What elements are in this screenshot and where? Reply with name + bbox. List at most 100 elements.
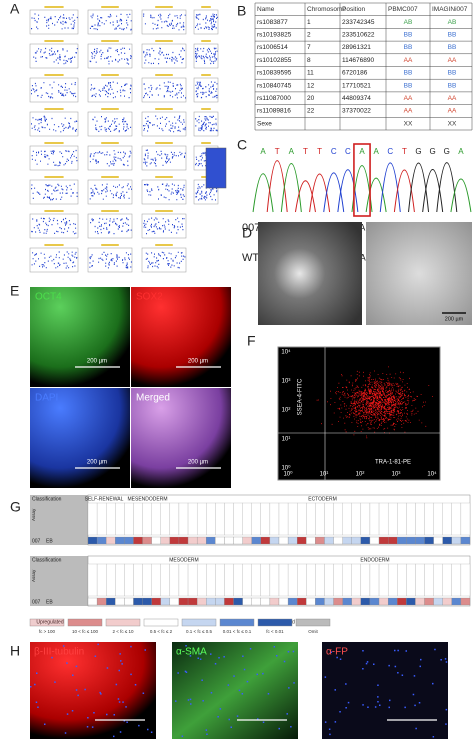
plot-title — [101, 176, 119, 178]
plot-frame — [87, 145, 133, 171]
heatmap-header — [30, 495, 88, 545]
table-cell: BB — [404, 82, 413, 89]
heatmap-cell — [451, 597, 462, 606]
header-label: Assay — [31, 508, 36, 521]
gene-column — [133, 502, 143, 536]
table-cell: 233510622 — [342, 31, 375, 38]
gene-column — [415, 563, 425, 597]
heatmap-cell — [124, 597, 134, 606]
panel-label: E — [10, 283, 19, 299]
trace-peak — [294, 180, 316, 213]
base-call: T — [303, 147, 308, 156]
heatmap-cell — [260, 536, 271, 545]
gene-column — [224, 563, 234, 597]
trace-peak — [379, 162, 401, 213]
gene-column — [442, 563, 452, 597]
table-cell: BB — [404, 31, 413, 38]
heatmap-cell — [115, 536, 125, 545]
plot-title — [44, 108, 64, 110]
gene-column — [242, 502, 252, 536]
plot-dots — [195, 81, 218, 99]
heatmap-cell — [415, 597, 425, 606]
stain-label: α-SMA — [176, 647, 207, 658]
scale-label: 200 µm — [87, 359, 107, 365]
trace-peak — [266, 160, 288, 213]
gene-column — [360, 563, 371, 597]
plot-dots — [33, 47, 78, 65]
x-tick-label: 10¹ — [320, 472, 329, 478]
heatmap-cell — [387, 597, 398, 606]
gene-column — [278, 563, 289, 597]
heatmap-cell — [142, 536, 152, 545]
table-cell: BB — [404, 44, 413, 51]
table-cell: XX — [404, 120, 413, 127]
plot-dots — [143, 149, 186, 167]
gene-column — [96, 502, 107, 536]
plot-title — [44, 74, 64, 76]
plot-title — [155, 108, 173, 110]
table-cell: AA — [404, 95, 413, 102]
heatmap-cell — [333, 536, 343, 545]
gene-column — [133, 563, 143, 597]
gene-column — [460, 563, 471, 597]
gene-column — [160, 563, 171, 597]
legend-label: 0.01 < fc ≤ 0.1 — [223, 629, 252, 634]
plot-dots — [195, 115, 218, 132]
heatmap-cell — [351, 536, 362, 545]
table-cell: BB — [448, 44, 457, 51]
heatmap-cell — [342, 536, 352, 545]
trace-peak — [450, 178, 472, 213]
table-cell: AB — [404, 19, 413, 26]
trace-peak — [337, 169, 359, 213]
gene-column — [369, 502, 380, 536]
gene-column — [215, 563, 225, 597]
panel-label: B — [237, 3, 246, 19]
heatmap-cell — [233, 597, 243, 606]
legend-label: Omit — [308, 629, 318, 634]
heatmap-cell — [187, 536, 198, 545]
heatmap-cell — [106, 536, 116, 545]
base-call: C — [387, 147, 393, 156]
gene-column — [151, 563, 161, 597]
base-call: G — [430, 147, 436, 156]
legend-swatch — [257, 618, 293, 627]
heatmap-cell — [133, 536, 143, 545]
heatmap-cell — [424, 597, 434, 606]
heatmap-cell — [142, 597, 152, 606]
plot-frame — [87, 77, 133, 103]
plot-dots — [90, 81, 132, 99]
heatmap-cell — [315, 597, 325, 606]
gene-column — [333, 563, 343, 597]
table-cell: rs1006514 — [257, 44, 288, 51]
stain-image — [131, 388, 231, 488]
table-cell: rs10840745 — [257, 82, 292, 89]
legend-swatch — [219, 618, 255, 627]
nuclei — [175, 645, 295, 738]
gene-column — [242, 563, 252, 597]
legend-label: 0.5 < fc ≤ 2 — [150, 629, 173, 634]
plot-dots — [90, 217, 132, 235]
heatmap-cell — [106, 597, 116, 606]
gene-column — [106, 563, 116, 597]
gene-column — [124, 502, 134, 536]
trace-peak — [393, 169, 415, 213]
channel-label: SOX2 — [136, 292, 163, 303]
gene-column — [142, 502, 152, 536]
gene-column — [115, 502, 125, 536]
heatmap-cell — [378, 536, 389, 545]
plot-frame — [29, 9, 79, 35]
legend-label: 0.1 < fc ≤ 0.5 — [186, 629, 213, 634]
gene-column — [351, 502, 362, 536]
plot-title — [155, 40, 173, 42]
trace-peak — [422, 169, 444, 213]
heatmap-cell — [196, 597, 207, 606]
panel-label: D — [242, 225, 252, 241]
gene-column — [324, 563, 334, 597]
heatmap-cell — [242, 597, 252, 606]
channel-label: Merged — [136, 393, 170, 404]
plot-dots — [144, 183, 185, 201]
plot-title — [44, 40, 64, 42]
plot-frame — [141, 43, 187, 69]
scale-label: 200 µm — [87, 460, 107, 466]
table-cell: BB — [448, 70, 457, 77]
